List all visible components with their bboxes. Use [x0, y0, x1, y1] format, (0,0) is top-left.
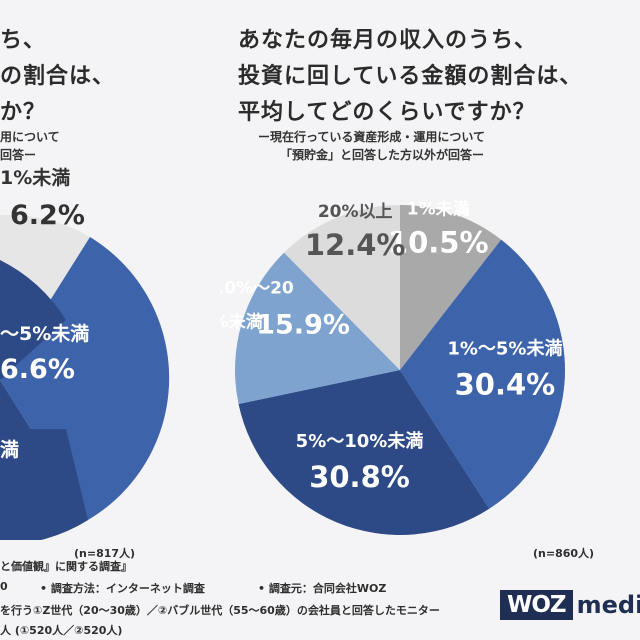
right-sub-line-2: 「預貯金」と回答した方以外が回答ー — [280, 148, 485, 162]
pie-label-10to20-line1: 10%～20 — [220, 278, 294, 298]
left-n-label: (n=817人) — [74, 547, 136, 560]
left-slice-1to5 — [0, 237, 170, 520]
logo-media-text: media — [576, 591, 640, 619]
pie-label-10to20-line2: %未満 — [220, 311, 263, 332]
right-n-label: (n=860人) — [533, 547, 595, 560]
pie-value-lt1: 10.5% — [388, 225, 489, 259]
footer-survey-period: 0 — [0, 580, 8, 593]
right-sub-line-1: ー現在行っている資産形成・運用について — [258, 130, 486, 144]
pie-slice-5to10 — [238, 370, 490, 535]
left-value-1to5: 6.6% — [0, 354, 75, 385]
left-pie-partial: 1%未満 6.2% ～5%未満 6.6% 満 — [0, 166, 170, 540]
left-label-5to10: 満 — [0, 439, 19, 461]
pie-slice-10to20 — [235, 252, 400, 404]
right-question-line-1: あなたの毎月の収入のうち、 — [238, 28, 538, 53]
footer-survey-method: • 調査方法：インターネット調査 — [40, 582, 205, 595]
left-question-line-2: の割合は、 — [0, 64, 116, 89]
left-label-1to5: ～5%未満 — [0, 322, 89, 345]
pie-slice-ge20 — [284, 205, 400, 370]
pie-label-lt1: 1%未満 — [407, 198, 470, 219]
pie-value-ge20: 12.4% — [305, 228, 406, 262]
left-question-line-3: か？ — [0, 100, 47, 125]
pie-value-5to10: 30.8% — [309, 460, 410, 494]
left-label-lt1: 1%未満 — [0, 166, 70, 189]
pie-value-1to5: 30.4% — [455, 368, 556, 402]
left-sub-line-1: 用について — [0, 130, 60, 144]
logo-box: WOZ — [500, 590, 573, 620]
footer-survey-title: と価値観』に関する調査』 — [0, 560, 132, 573]
pie-label-5to10: 5%～10%未満 — [296, 430, 424, 452]
pie-slice-lt1 — [400, 205, 502, 370]
woz-media-logo: WOZ media — [500, 590, 640, 620]
left-question-line-1: ち、 — [0, 28, 47, 53]
left-sub-line-2: 回答ー — [0, 148, 37, 162]
footer-survey-org: • 調査元：合同会社WOZ — [258, 582, 387, 595]
footer-survey-target: を行う①Z世代（20～30歳）／②バブル世代（55～60歳）の会社員と回答したモ… — [0, 604, 440, 617]
pie-label-ge20: 20%以上 — [318, 202, 393, 222]
right-question-line-2: 投資に回している金額の割合は、 — [238, 64, 583, 89]
right-question-line-3: 平均してどのくらいですか？ — [238, 100, 536, 125]
right-pie-chart: 1%未満 10.5% 1%～5%未満 30.4% 5%～10%未満 30.8% 10%～20… — [220, 198, 565, 535]
pie-label-1to5: 1%～5%未満 — [447, 338, 562, 360]
pie-value-10to20: 15.9% — [256, 309, 350, 340]
left-value-lt1: 6.2% — [10, 200, 85, 231]
pie-slice-1to5 — [400, 239, 565, 509]
footer-sample-size: 人 (①520人／②520人) — [0, 624, 123, 637]
